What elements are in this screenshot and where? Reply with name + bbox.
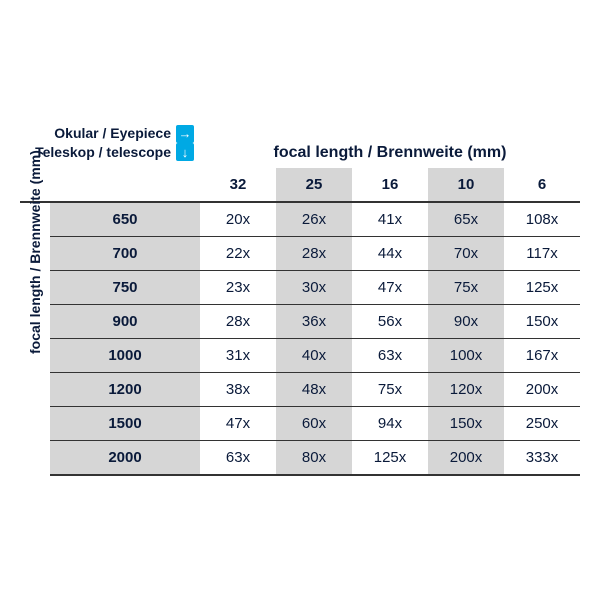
magnification-cell: 120x <box>428 372 504 406</box>
focal-length-title: focal length / Brennweite (mm) <box>200 144 580 162</box>
eyepiece-col-header: 25 <box>276 168 352 202</box>
table-header: Okular / Eyepiece → Teleskop / telescope… <box>20 124 580 162</box>
eyepiece-label-text: Okular / Eyepiece <box>54 124 171 143</box>
magnification-cell: 47x <box>352 270 428 304</box>
magnification-cell: 48x <box>276 372 352 406</box>
magnification-cell: 23x <box>200 270 276 304</box>
telescope-fl-header: 750 <box>50 270 200 304</box>
corner-blank <box>50 168 200 202</box>
magnification-cell: 56x <box>352 304 428 338</box>
magnification-cell: 250x <box>504 406 580 440</box>
magnification-cell: 36x <box>276 304 352 338</box>
magnification-cell: 90x <box>428 304 504 338</box>
magnification-cell: 38x <box>200 372 276 406</box>
eyepiece-col-header: 32 <box>200 168 276 202</box>
table-row: 100031x40x63x100x167x <box>20 338 580 372</box>
magnification-cell: 150x <box>428 406 504 440</box>
magnification-cell: 41x <box>352 202 428 237</box>
magnification-cell: 31x <box>200 338 276 372</box>
eyepiece-axis-label: Okular / Eyepiece → <box>20 124 194 143</box>
magnification-cell: 22x <box>200 236 276 270</box>
magnification-table: 32 25 16 10 6 focal length / Brennweite … <box>20 168 580 476</box>
eyepiece-col-header: 6 <box>504 168 580 202</box>
telescope-fl-header: 1500 <box>50 406 200 440</box>
telescope-fl-header: 900 <box>50 304 200 338</box>
telescope-fl-header: 1200 <box>50 372 200 406</box>
table-row: 70022x28x44x70x117x <box>20 236 580 270</box>
table-row: 200063x80x125x200x333x <box>20 440 580 475</box>
magnification-cell: 30x <box>276 270 352 304</box>
telescope-fl-header: 700 <box>50 236 200 270</box>
magnification-cell: 65x <box>428 202 504 237</box>
magnification-cell: 26x <box>276 202 352 237</box>
magnification-cell: 28x <box>276 236 352 270</box>
telescope-fl-header: 1000 <box>50 338 200 372</box>
magnification-cell: 167x <box>504 338 580 372</box>
arrow-down-icon: ↓ <box>176 143 194 161</box>
magnification-cell: 63x <box>352 338 428 372</box>
table-row: 120038x48x75x120x200x <box>20 372 580 406</box>
magnification-cell: 80x <box>276 440 352 475</box>
magnification-cell: 70x <box>428 236 504 270</box>
table-row: 150047x60x94x150x250x <box>20 406 580 440</box>
table-row: 75023x30x47x75x125x <box>20 270 580 304</box>
magnification-cell: 40x <box>276 338 352 372</box>
telescope-axis-label: Teleskop / telescope ↓ <box>20 143 194 162</box>
magnification-cell: 108x <box>504 202 580 237</box>
magnification-cell: 200x <box>428 440 504 475</box>
magnification-cell: 28x <box>200 304 276 338</box>
magnification-cell: 44x <box>352 236 428 270</box>
magnification-cell: 94x <box>352 406 428 440</box>
table-body: focal length / Brennweite (mm)65020x26x4… <box>20 202 580 475</box>
table-row: 90028x36x56x90x150x <box>20 304 580 338</box>
magnification-cell: 100x <box>428 338 504 372</box>
telescope-label-text: Teleskop / telescope <box>35 143 171 162</box>
table-row: focal length / Brennweite (mm)65020x26x4… <box>20 202 580 237</box>
magnification-cell: 200x <box>504 372 580 406</box>
side-label-cell: focal length / Brennweite (mm) <box>20 202 50 475</box>
magnification-cell: 333x <box>504 440 580 475</box>
magnification-cell: 75x <box>352 372 428 406</box>
side-axis-label: focal length / Brennweite (mm) <box>27 324 43 354</box>
magnification-cell: 60x <box>276 406 352 440</box>
magnification-cell: 117x <box>504 236 580 270</box>
magnification-table-container: Okular / Eyepiece → Teleskop / telescope… <box>20 114 580 486</box>
magnification-cell: 63x <box>200 440 276 475</box>
magnification-cell: 150x <box>504 304 580 338</box>
magnification-cell: 20x <box>200 202 276 237</box>
eyepiece-header-row: 32 25 16 10 6 <box>20 168 580 202</box>
telescope-fl-header: 2000 <box>50 440 200 475</box>
telescope-fl-header: 650 <box>50 202 200 237</box>
arrow-right-icon: → <box>176 125 194 143</box>
magnification-cell: 125x <box>504 270 580 304</box>
magnification-cell: 125x <box>352 440 428 475</box>
magnification-cell: 75x <box>428 270 504 304</box>
eyepiece-col-header: 10 <box>428 168 504 202</box>
axis-labels: Okular / Eyepiece → Teleskop / telescope… <box>20 124 200 162</box>
magnification-cell: 47x <box>200 406 276 440</box>
eyepiece-col-header: 16 <box>352 168 428 202</box>
